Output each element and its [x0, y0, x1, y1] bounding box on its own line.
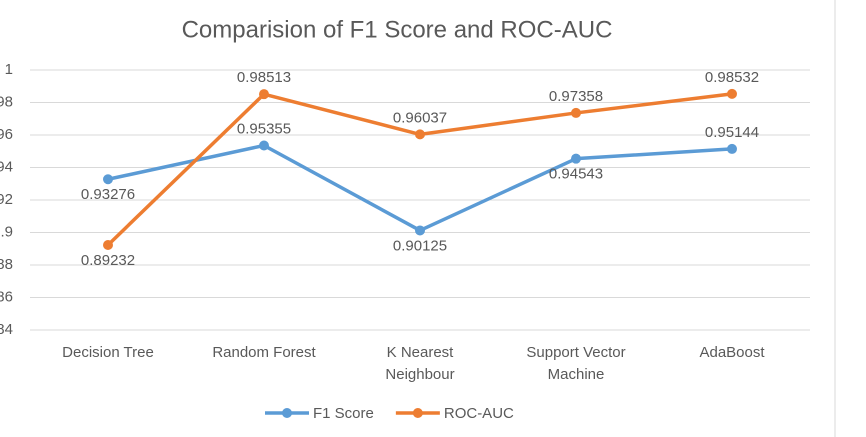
data-label: 0.90125	[393, 237, 447, 254]
x-tick-label: AdaBoost	[699, 344, 765, 361]
legend-label: ROC-AUC	[444, 405, 514, 422]
data-label: 0.89232	[81, 252, 135, 269]
legend-marker	[412, 408, 423, 418]
point	[571, 107, 581, 118]
data-label: 0.97358	[549, 88, 603, 105]
y-tick-label: 0.9	[0, 223, 13, 240]
y-tick-label: 0.94	[0, 158, 13, 175]
x-tick-label: K Nearest Neighbour	[385, 344, 455, 383]
y-tick-label: 0.98	[0, 93, 13, 110]
data-label: 0.98532	[705, 69, 759, 86]
data-label: 0.98513	[237, 69, 291, 86]
data-label: 0.96037	[393, 109, 447, 126]
x-tick-label: Random Forest	[212, 344, 316, 361]
data-label: 0.95355	[237, 120, 291, 137]
y-tick-label: 1	[5, 61, 13, 78]
y-tick-label: 0.84	[0, 321, 13, 338]
data-label: 0.93276	[81, 186, 135, 203]
data-label: 0.95144	[705, 124, 759, 141]
point	[727, 143, 737, 154]
series-line	[107, 143, 733, 233]
legend-label: F1 Score	[313, 405, 374, 422]
legend-marker	[282, 408, 292, 418]
point	[415, 129, 425, 140]
point	[103, 239, 113, 250]
data-label: 0.94543	[549, 166, 603, 183]
chart-title: Comparision of F1 Score and ROC-AUC	[182, 16, 613, 43]
y-tick-label: 0.86	[0, 288, 13, 305]
y-tick-label: 0.92	[0, 191, 13, 208]
x-tick-label: Decision Tree	[62, 344, 154, 361]
y-tick-label: 0.96	[0, 126, 13, 143]
point	[259, 89, 269, 100]
point	[415, 225, 425, 236]
point	[103, 174, 113, 185]
point	[571, 153, 581, 164]
point	[727, 88, 737, 99]
x-tick-label: Support Vector Machine	[526, 344, 626, 383]
point	[259, 140, 269, 151]
y-tick-label: 0.88	[0, 256, 13, 273]
